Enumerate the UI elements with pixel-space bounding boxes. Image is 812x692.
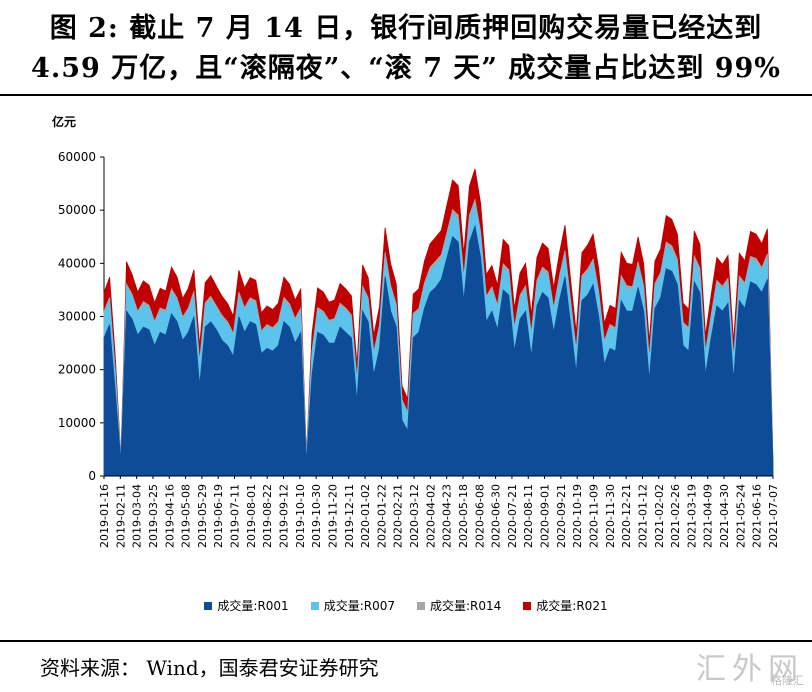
x-tick-label: 2020-04-23	[441, 484, 454, 548]
x-tick-label: 2020-04-02	[424, 484, 437, 548]
legend-label: 成交量:R014	[430, 599, 502, 613]
x-tick-label: 2021-05-24	[734, 484, 747, 548]
x-tick-label: 2019-09-12	[277, 484, 290, 548]
legend: 成交量:R001 成交量:R007 成交量:R014 成交量:R021	[0, 597, 812, 614]
x-tick-label: 2019-06-19	[212, 484, 225, 548]
watermark: 汇外网 格隆汇	[696, 644, 804, 688]
area-chart: 亿元 0 10000 20000 30000 40000 50000 60000 2019-01…	[52, 114, 780, 548]
chart-title-line2: 4.59 万亿，且“滚隔夜”、“滚 7 天” 成交量占比达到 99%	[31, 53, 781, 84]
x-tick-label: 2021-02-26	[669, 484, 682, 548]
legend-label: 成交量:R021	[536, 599, 608, 613]
top-rule	[0, 94, 812, 96]
x-tick-label: 2019-07-11	[229, 484, 242, 548]
x-tick-label: 2019-02-11	[114, 484, 127, 548]
source-note: 资料来源： Wind，国泰君安证券研究	[40, 656, 379, 680]
x-tick-label: 2021-07-07	[767, 484, 780, 548]
legend-swatch	[417, 601, 425, 610]
y-tick-label: 20000	[58, 363, 96, 377]
legend-item: 成交量:R001	[204, 597, 289, 614]
x-tick-label: 2019-12-11	[343, 484, 356, 548]
chart-title-line1: 图 2: 截止 7 月 14 日，银行间质押回购交易量已经达到	[49, 13, 763, 44]
x-tick-label: 2021-06-16	[751, 484, 764, 548]
x-tick-label: 2020-01-02	[359, 484, 372, 548]
x-tick-label: 2020-11-09	[588, 484, 601, 548]
legend-label: 成交量:R007	[323, 599, 395, 613]
x-tick-label: 2021-03-19	[685, 484, 698, 548]
x-tick-label: 2020-02-21	[392, 484, 405, 548]
legend-label: 成交量:R001	[217, 599, 289, 613]
y-tick-label: 40000	[58, 256, 96, 270]
x-tick-label: 2020-12-21	[620, 484, 633, 548]
x-tick-label: 2019-03-25	[147, 484, 160, 548]
x-tick-label: 2019-10-30	[310, 484, 323, 548]
x-tick-label: 2020-07-21	[506, 484, 519, 548]
x-tick-label: 2019-08-22	[261, 484, 274, 548]
legend-swatch	[204, 601, 213, 610]
y-tick-label: 60000	[58, 150, 96, 164]
x-tick-label: 2019-05-29	[196, 484, 209, 548]
x-tick-label: 2021-04-30	[718, 484, 731, 548]
watermark-text: 汇外网	[696, 652, 804, 687]
x-tick-label: 2019-04-16	[163, 484, 176, 548]
x-tick-label: 2020-08-11	[522, 484, 535, 548]
x-tick-label: 2020-10-19	[571, 484, 584, 548]
x-tick-label: 2019-11-20	[326, 484, 339, 548]
y-tick-label: 50000	[58, 203, 96, 217]
y-tick-label: 0	[88, 469, 96, 483]
x-tick-label: 2021-01-12	[636, 484, 649, 548]
y-tick-label: 30000	[58, 310, 96, 324]
y-axis-label: 亿元	[52, 114, 76, 129]
bottom-rule	[0, 640, 812, 642]
x-tick-label: 2020-03-12	[408, 484, 421, 548]
legend-item: 成交量:R021	[523, 597, 608, 614]
x-tick-label: 2021-04-09	[702, 484, 715, 548]
x-tick-label: 2020-09-01	[539, 484, 552, 548]
x-tick-label: 2019-08-01	[245, 484, 258, 548]
x-tick-label: 2020-09-21	[555, 484, 568, 548]
y-tick-label: 10000	[58, 416, 96, 430]
x-tick-label: 2020-11-30	[604, 484, 617, 548]
x-tick-label: 2019-03-04	[131, 484, 144, 548]
x-tick-label: 2019-01-16	[98, 484, 111, 548]
x-tick-label: 2020-05-18	[457, 484, 470, 548]
legend-swatch	[523, 601, 532, 610]
x-tick-label: 2021-02-02	[653, 484, 666, 548]
x-tick-label: 2020-06-30	[490, 484, 503, 548]
x-tick-label: 2020-01-22	[375, 484, 388, 548]
watermark-sub: 格隆汇	[771, 674, 804, 687]
x-tick-label: 2019-05-08	[180, 484, 193, 548]
legend-item: 成交量:R007	[310, 597, 395, 614]
legend-swatch	[310, 601, 319, 610]
x-tick-label: 2020-06-08	[473, 484, 486, 548]
legend-item: 成交量:R014	[417, 597, 501, 614]
series-area-r001	[103, 224, 774, 477]
x-tick-label: 2019-10-10	[294, 484, 307, 548]
